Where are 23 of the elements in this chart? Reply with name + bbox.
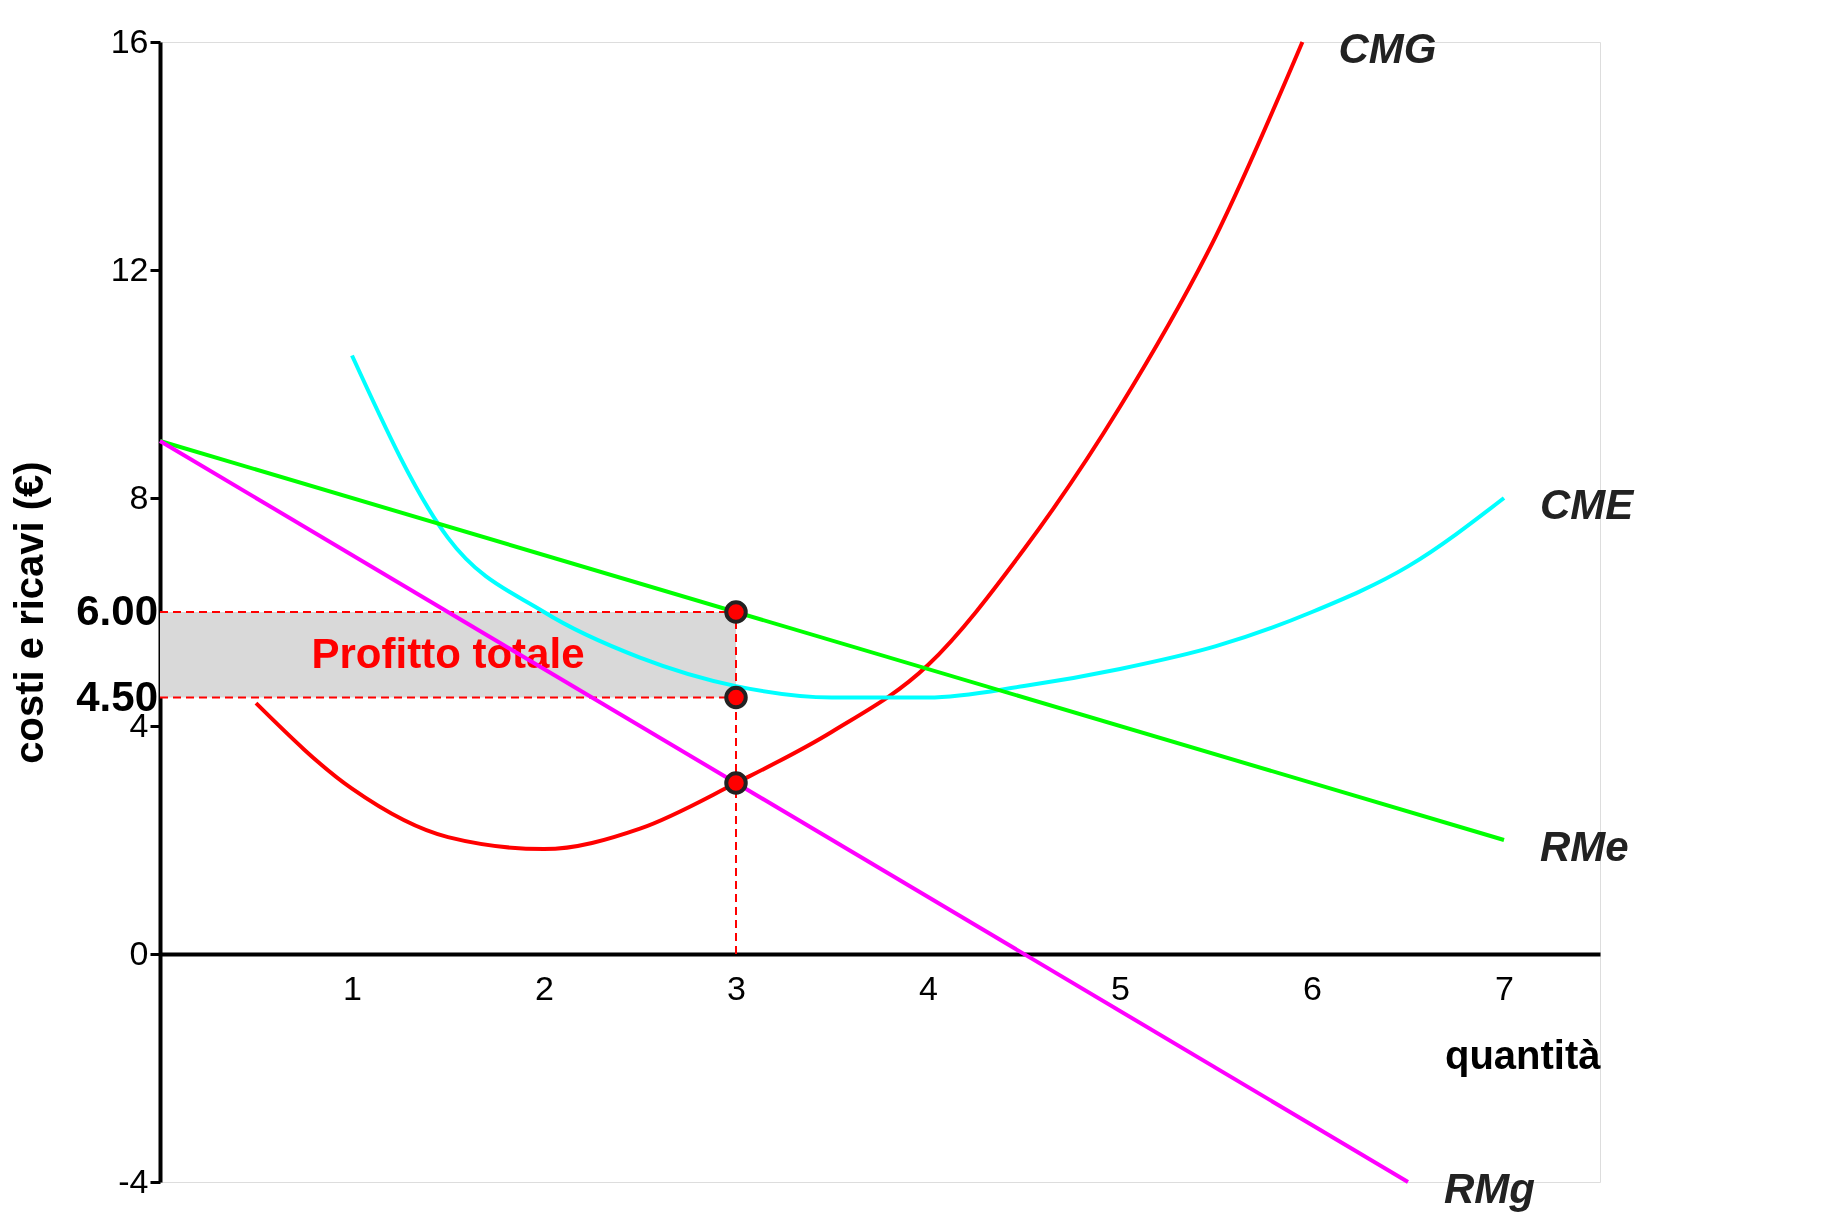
x-tick-label: 6 [1303,968,1322,1007]
series-label: RMe [1540,823,1629,870]
x-tick-label: 5 [1111,968,1130,1007]
y-tick-label: 16 [110,21,149,60]
x-tick-label: 7 [1495,968,1514,1007]
y-tick-label: 0 [129,933,149,972]
x-axis-title: quantità [1444,1032,1602,1077]
point [724,771,748,795]
series-label: CME [1540,481,1636,528]
line-series [254,40,1305,852]
y-tick-label: -4 [118,1161,149,1200]
x-tick-label: 2 [535,968,554,1007]
point [724,600,748,624]
y-tick-label: 12 [110,249,149,288]
point [724,685,748,710]
ref-line-label: 6.00 [76,587,158,634]
y-axis-title: costi e ricavi (€) [6,461,51,764]
x-tick-label: 4 [919,968,938,1007]
x-tick-label: 1 [343,968,362,1007]
x-tick-label: 3 [727,968,746,1007]
series-label: RMg [1444,1165,1535,1212]
y-tick-label: 8 [129,477,149,516]
series-label: CMG [1338,25,1437,72]
